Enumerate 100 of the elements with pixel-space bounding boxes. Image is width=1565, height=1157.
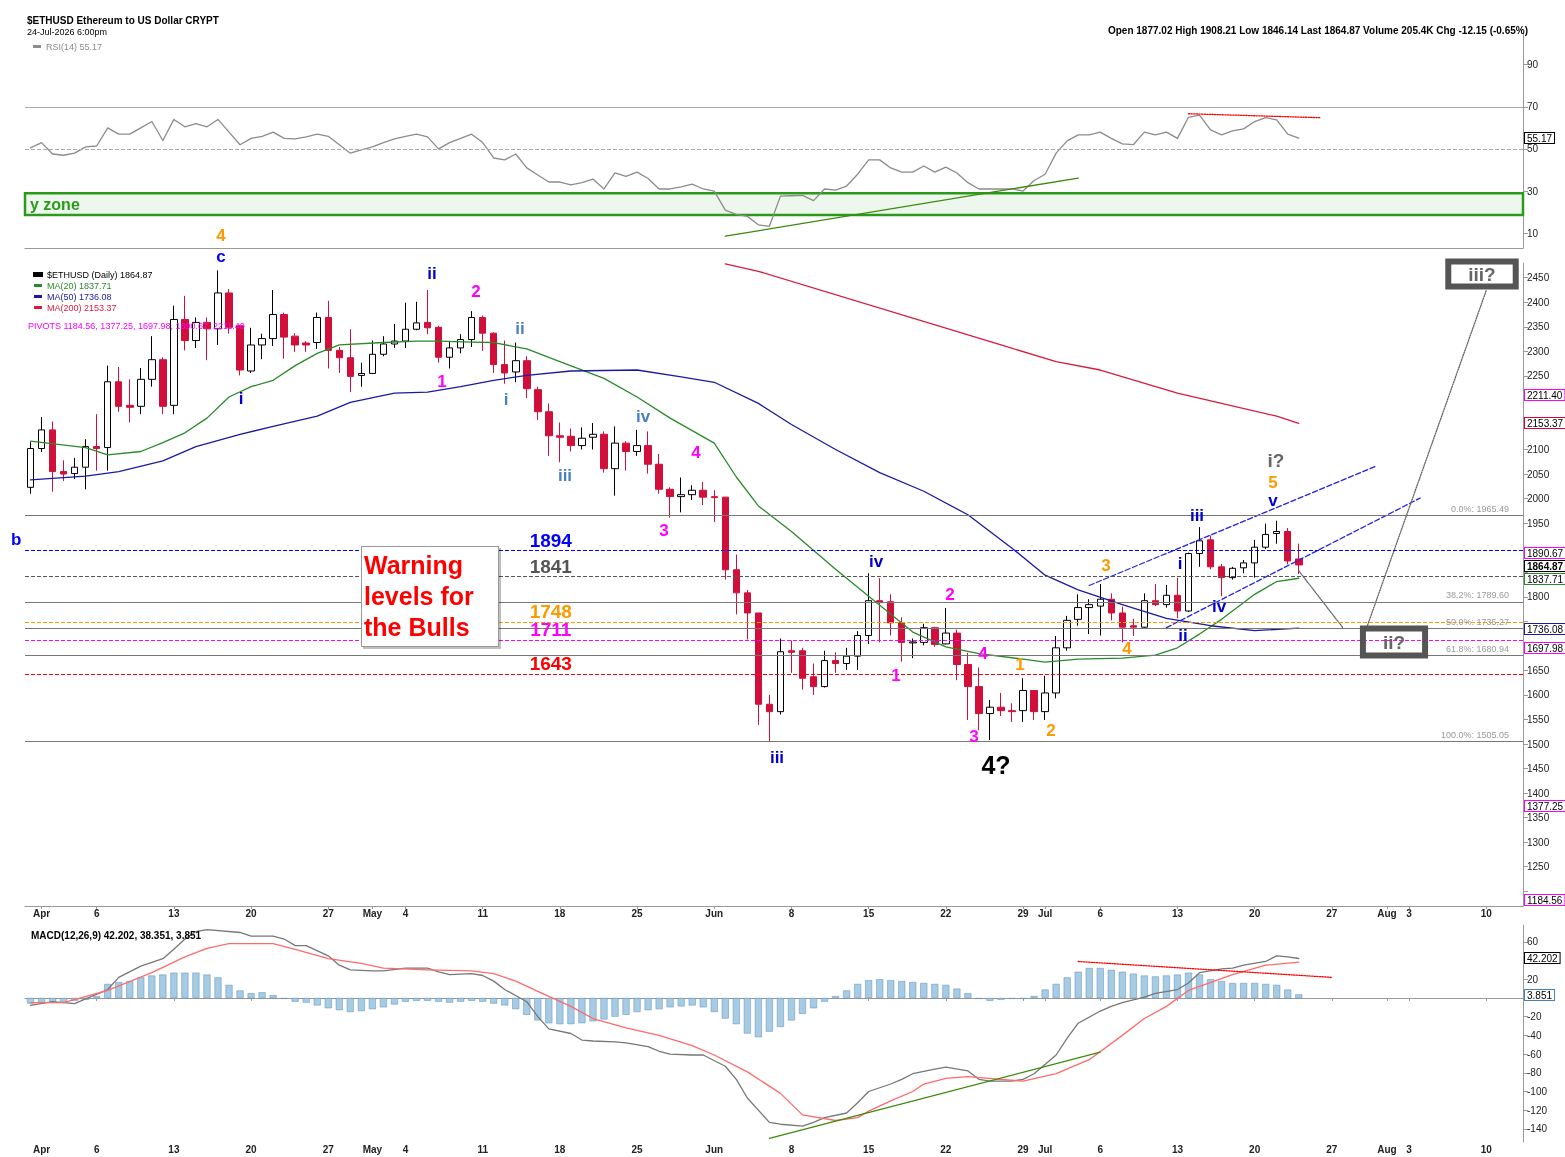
legend-label: MA(50) 1736.08 <box>47 291 112 302</box>
line-series <box>29 114 1300 227</box>
annotation: i <box>238 388 244 408</box>
x-tick-label: 29 <box>1017 1143 1030 1155</box>
bar <box>644 997 652 1011</box>
bar <box>611 997 619 1017</box>
bar <box>258 992 266 998</box>
bar <box>677 997 685 1007</box>
candlestick <box>413 301 420 331</box>
annotation: iii <box>769 747 785 767</box>
x-tick-label: 13 <box>168 907 180 919</box>
candlestick <box>336 346 343 374</box>
annotation: 4? <box>981 751 1011 779</box>
y-tick-label: 1800 <box>1527 591 1550 603</box>
candlestick <box>766 694 773 742</box>
candlestick <box>1041 675 1049 721</box>
bar <box>931 983 939 998</box>
bar <box>710 997 718 1012</box>
annotation: i <box>1177 553 1183 573</box>
text: 1736.08 <box>1527 623 1564 635</box>
bar <box>38 997 46 1003</box>
text: 1864.87 <box>1527 560 1564 572</box>
candlestick <box>501 340 508 385</box>
bar <box>567 997 575 1025</box>
y-tick-label: 1450 <box>1527 763 1550 775</box>
bar <box>291 997 299 1002</box>
y-tick-label: 50 <box>1527 143 1539 155</box>
y-tick-label: 2300 <box>1527 345 1550 357</box>
legend-label: MA(20) 1837.71 <box>47 280 112 291</box>
annotation: 4 <box>691 442 702 462</box>
candlestick <box>38 416 45 453</box>
bar <box>964 993 972 998</box>
x-tick-label: 11 <box>477 907 489 919</box>
candlestick <box>821 650 828 689</box>
text: 1697.98 <box>1527 642 1564 654</box>
annotation: ii <box>427 263 437 283</box>
x-tick-label: 22 <box>940 1143 952 1155</box>
x-tick-label: Apr <box>32 907 51 919</box>
ref-line-label: 0.0%: 1965.49 <box>1450 504 1509 515</box>
bar <box>170 972 178 998</box>
candlestick <box>1063 615 1071 652</box>
candlestick <box>523 355 531 399</box>
text: b <box>11 529 22 549</box>
bar <box>578 997 586 1024</box>
candlestick <box>82 438 89 490</box>
annotation: i <box>503 389 509 409</box>
y-tick-label: 1650 <box>1527 664 1550 676</box>
candlestick <box>1085 598 1093 635</box>
annotation: 3 <box>659 520 669 540</box>
bar <box>589 997 597 1022</box>
bar <box>247 993 255 998</box>
candlestick <box>1273 520 1280 545</box>
candlestick <box>1008 702 1016 723</box>
candlestick <box>60 459 67 482</box>
y-tick-label: -40 <box>1527 1029 1542 1041</box>
annotation: iii? <box>1468 263 1496 285</box>
bar <box>269 995 277 998</box>
x-tick-label: 20 <box>1249 907 1261 919</box>
candlestick <box>27 441 34 495</box>
bar <box>721 997 729 1019</box>
bar <box>214 977 222 998</box>
candlestick <box>269 289 277 347</box>
candlestick <box>1284 527 1291 565</box>
bar <box>1162 975 1170 998</box>
x-tick-label: 29 <box>1017 907 1030 919</box>
bar <box>909 982 917 998</box>
candlestick <box>810 663 817 696</box>
text: 2211.40 <box>1527 389 1563 401</box>
bar <box>1074 971 1082 998</box>
x-tick-label: 13 <box>168 1143 180 1155</box>
candlestick <box>1019 677 1027 723</box>
candlestick <box>865 572 872 645</box>
annotation: 1 <box>1015 654 1025 674</box>
candlestick <box>633 429 641 457</box>
bar <box>1240 982 1248 998</box>
bar <box>699 997 707 1008</box>
x-tick-label: 3 <box>1406 1143 1413 1155</box>
candlestick <box>1262 523 1269 550</box>
x-tick-label: 10 <box>1480 1143 1493 1155</box>
x-tick-label: 27 <box>1326 1143 1338 1155</box>
bar <box>1041 989 1049 998</box>
bar <box>424 997 432 1001</box>
candlestick <box>1240 559 1247 574</box>
bar <box>865 980 873 998</box>
ref-line-label: 38.2%: 1789.60 <box>1445 590 1509 601</box>
candlestick <box>490 331 497 374</box>
annotation: iii <box>1189 505 1205 525</box>
bar <box>633 997 641 1012</box>
candlestick <box>854 630 861 671</box>
x-tick-label: Jun <box>705 907 724 919</box>
x-tick-label: Aug <box>1377 907 1397 919</box>
annotation: c <box>216 246 226 266</box>
bar <box>1063 977 1071 998</box>
annotation: 3 <box>969 726 979 746</box>
bar <box>1218 981 1226 998</box>
bar <box>1052 983 1060 998</box>
candlestick <box>909 637 917 659</box>
x-tick-label: Apr <box>32 1143 51 1155</box>
candlestick <box>666 486 674 519</box>
y-tick-label: -60 <box>1527 1048 1542 1060</box>
